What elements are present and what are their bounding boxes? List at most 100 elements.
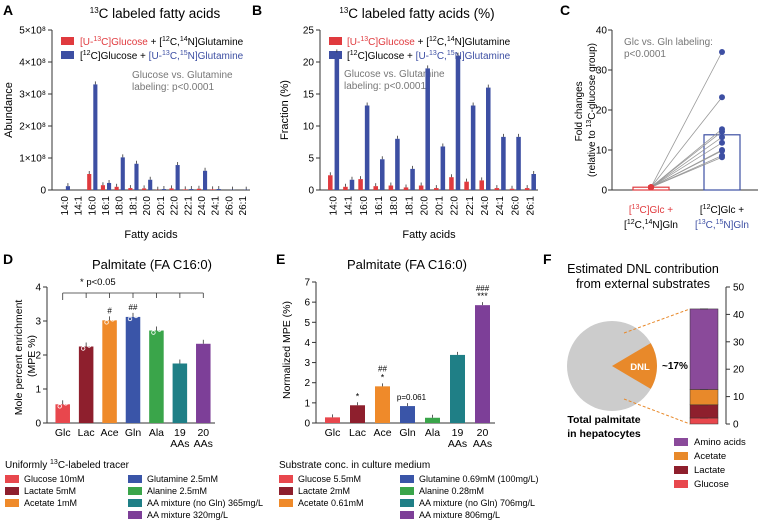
panel-b-bar-glucose (328, 175, 333, 190)
panel-b-x-tick-label: 16:1 (374, 196, 385, 216)
panel-b-bar-glutamine (410, 169, 415, 190)
panel-e-y-tick-label: 2 (304, 378, 310, 389)
panel-c-xlabel-2b: [13C,15N]Gln (695, 219, 749, 231)
panel-a-note-2: labeling: p<0.0001 (132, 82, 214, 93)
panel-f-legend-swatch (674, 438, 688, 446)
panel-e-legend-label: AA mixture 806mg/L (419, 510, 500, 520)
panel-b-xlabel: Fatty acids (402, 229, 456, 241)
panel-e-bar (350, 405, 365, 423)
panel-b-x-tick-label: 22:0 (450, 196, 461, 216)
panel-f-y-tick-label: 50 (733, 283, 745, 294)
panel-a-x-tick-label: 14:0 (60, 196, 71, 216)
panel-a-bar-glutamine (217, 189, 221, 190)
panel-a-title: 13C labeled fatty acids (90, 6, 221, 21)
panel-a-bar-glutamine (203, 171, 207, 190)
panel-b-x-tick-label: 14:1 (344, 196, 355, 216)
panel-a-y-tick-label: 1×10⁸ (19, 154, 46, 165)
panel-e-legend-label: Glucose 5.5mM (298, 474, 361, 484)
panel-e-bar (425, 418, 440, 423)
panel-b-x-tick-label: 18:0 (389, 196, 400, 216)
panel-e-bar (475, 305, 490, 423)
panel-f-legend-swatch (674, 480, 688, 488)
panel-c-xlabel-1: [13C]Glc + (629, 204, 673, 216)
panel-f-connector (624, 309, 690, 333)
panel-b-y-tick-label: 0 (308, 186, 314, 197)
panel-a-bar-glutamine (189, 189, 193, 190)
panel-e-x-tick-label: AAs (473, 438, 492, 450)
panel-d-legend-swatch (5, 475, 19, 483)
panel-f-legend-label: Lactate (694, 465, 725, 476)
panel-d-y-tick-label: 0 (35, 419, 41, 430)
panel-d-title: Palmitate (FA C16:0) (92, 257, 212, 272)
panel-a-bar-glucose (115, 187, 119, 190)
panel-e-bar (325, 417, 340, 423)
panel-d-y-tick-label: 3 (35, 317, 41, 328)
panel-e-y-tick-label: 7 (304, 278, 310, 289)
panel-e-title: Palmitate (FA C16:0) (347, 257, 467, 272)
panel-d-sig-label: # (107, 306, 112, 315)
panel-d-x-tick-label: Lac (78, 427, 95, 439)
panel-b-bar-glutamine (425, 68, 430, 190)
panel-d-y-tick-label: 1 (35, 385, 41, 396)
panel-b-x-tick-label: 26:1 (525, 196, 536, 216)
panel-d-legend-label: Glucose 10mM (24, 474, 85, 484)
panel-a-x-tick-label: 22:1 (183, 196, 194, 216)
panel-e-sig-label: p=0.061 (397, 393, 427, 402)
panel-b-x-tick-label: 26:0 (510, 196, 521, 216)
panel-e-sig-label: * (381, 372, 385, 382)
panel-a-x-tick-label: 16:0 (87, 196, 98, 216)
panel-d-legend-swatch (128, 511, 142, 519)
panel-a-bar-glutamine (107, 183, 111, 190)
panel-a-bar-glutamine (134, 164, 138, 190)
panel-d-legend-label: Lactate 5mM (24, 486, 76, 496)
panel-b-bar-glucose (449, 177, 454, 190)
panel-c-xlabel-1b: [12C,14N]Gln (624, 219, 678, 231)
panel-e-legend-label: Lactate 2mM (298, 486, 350, 496)
panel-b-title: 13C labeled fatty acids (%) (339, 6, 494, 21)
panel-e-sig-label: ### (476, 284, 490, 293)
panel-d-ylabel: Mole percent enrichment (MPE %) (13, 297, 38, 415)
panel-e-x-tick-label: Ala (425, 427, 440, 439)
panel-e-y-tick-label: 6 (304, 298, 310, 309)
panel-e-legend-swatch (400, 475, 414, 483)
panel-d-bar (79, 347, 94, 424)
panel-e-bar (450, 355, 465, 423)
panel-c-y-tick-label: 0 (601, 186, 607, 197)
panel-a-y-tick-label: 0 (40, 186, 46, 197)
panel-b-bar-glutamine (335, 52, 340, 190)
panel-e-ylabel: Normalized MPE (%) (281, 301, 293, 399)
panel-d-x-tick-label: AAs (170, 438, 189, 450)
panel-b-y-tick-label: 20 (303, 58, 315, 69)
panel-f-title-1: Estimated DNL contribution (567, 262, 719, 276)
panel-b-bar-glutamine (456, 56, 461, 190)
panel-d-x-tick-label: Ace (101, 427, 119, 439)
panel-a-bar-glucose (101, 185, 105, 190)
panel-e-legend-swatch (279, 487, 293, 495)
panel-b-bar-glucose (434, 188, 439, 190)
panel-b-x-tick-label: 24:0 (480, 196, 491, 216)
panel-b-bar-glucose (343, 187, 348, 190)
panel-e-x-tick-label: Ace (373, 427, 391, 439)
panel-a-y-tick-label: 5×10⁸ (19, 26, 46, 37)
panel-a-bar-glutamine (121, 157, 125, 190)
panel-b-x-tick-label: 18:1 (404, 196, 415, 216)
panel-a-x-tick-label: 26:1 (238, 196, 249, 216)
panel-b-bar-glutamine (516, 137, 521, 190)
panel-f-stack-segment (690, 405, 718, 418)
panel-e-legend-swatch (279, 475, 293, 483)
panel-b-x-tick-label: 22:1 (465, 196, 476, 216)
panel-d-x-tick-label: Ala (149, 427, 164, 439)
panel-d-legend-label: Alanine 2.5mM (147, 486, 207, 496)
panel-d-x-tick-label: AAs (194, 438, 213, 450)
panel-b-note-2: labeling: p<0.0001 (344, 81, 426, 92)
panel-b-y-tick-label: 5 (308, 154, 314, 165)
panel-c-y-tick-label: 40 (596, 26, 608, 37)
panel-a-x-tick-label: 20:1 (156, 196, 167, 216)
panel-a-bar-glucose (169, 188, 173, 190)
panel-c-gln-point (719, 140, 725, 146)
panel-a-bar-glutamine (66, 186, 70, 190)
panel-a-y-tick-label: 2×10⁸ (19, 122, 46, 133)
panel-a-bar-glucose (142, 188, 146, 190)
panel-f-y-tick-label: 0 (733, 420, 739, 431)
panel-d-legend-swatch (5, 499, 19, 507)
